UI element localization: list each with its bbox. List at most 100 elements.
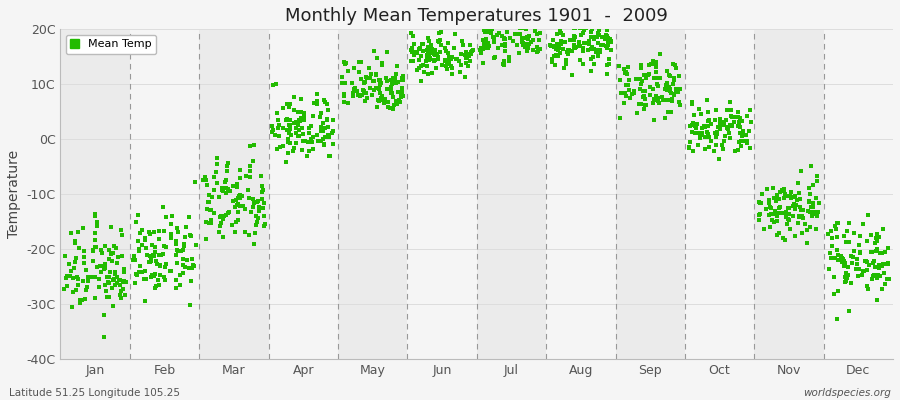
Point bbox=[491, 30, 506, 36]
Point bbox=[648, 92, 662, 99]
Point bbox=[420, 51, 435, 58]
Point bbox=[287, 120, 302, 126]
Point bbox=[68, 287, 83, 293]
Point bbox=[649, 97, 663, 104]
Title: Monthly Mean Temperatures 1901  -  2009: Monthly Mean Temperatures 1901 - 2009 bbox=[285, 7, 668, 25]
Point bbox=[734, 143, 748, 150]
Point bbox=[442, 54, 456, 60]
Point bbox=[839, 238, 853, 245]
Point bbox=[867, 272, 881, 278]
Point bbox=[233, 166, 248, 173]
Point bbox=[545, 56, 560, 62]
Point bbox=[463, 53, 477, 59]
Point bbox=[767, 195, 781, 201]
Point bbox=[366, 87, 381, 94]
Point bbox=[236, 203, 250, 209]
Point bbox=[641, 72, 655, 79]
Point bbox=[362, 64, 376, 71]
Point bbox=[337, 59, 351, 66]
Point bbox=[269, 81, 284, 88]
Point bbox=[838, 278, 852, 285]
Point bbox=[630, 110, 644, 116]
Point bbox=[583, 34, 598, 40]
Point bbox=[717, 132, 732, 139]
Point bbox=[685, 122, 699, 129]
Point bbox=[802, 224, 816, 230]
Point bbox=[481, 27, 495, 33]
Point bbox=[637, 93, 652, 100]
Point bbox=[422, 55, 436, 61]
Point bbox=[778, 237, 793, 243]
Point bbox=[65, 304, 79, 310]
Point bbox=[691, 106, 706, 112]
Point bbox=[634, 62, 648, 68]
Point bbox=[667, 76, 681, 83]
Point bbox=[649, 58, 663, 65]
Point bbox=[669, 86, 683, 92]
Point bbox=[498, 41, 512, 47]
Point bbox=[717, 122, 732, 128]
Point bbox=[254, 173, 268, 180]
Point bbox=[204, 207, 219, 213]
Point bbox=[454, 51, 469, 58]
Point bbox=[135, 269, 149, 275]
Point bbox=[243, 163, 257, 169]
Point bbox=[707, 117, 722, 123]
Point bbox=[310, 100, 325, 107]
Point bbox=[321, 124, 336, 130]
Point bbox=[561, 46, 575, 53]
Point bbox=[230, 184, 244, 190]
Point bbox=[860, 238, 874, 244]
Point bbox=[500, 28, 514, 35]
Point bbox=[839, 277, 853, 284]
Point bbox=[872, 233, 886, 240]
Point bbox=[614, 90, 628, 96]
Point bbox=[424, 50, 438, 56]
Point bbox=[383, 77, 398, 84]
Point bbox=[213, 223, 228, 229]
Point bbox=[497, 35, 511, 41]
Y-axis label: Temperature: Temperature bbox=[7, 150, 21, 238]
Point bbox=[212, 194, 226, 200]
Point bbox=[743, 119, 758, 125]
Point bbox=[145, 242, 159, 248]
Point bbox=[243, 143, 257, 149]
Point bbox=[126, 257, 140, 264]
Point bbox=[475, 60, 490, 66]
Point bbox=[186, 262, 201, 268]
Point bbox=[60, 273, 75, 279]
Point bbox=[316, 120, 330, 126]
Point bbox=[232, 203, 247, 209]
Point bbox=[573, 32, 588, 39]
Point bbox=[176, 243, 191, 250]
Point bbox=[732, 147, 746, 153]
Point bbox=[714, 116, 728, 122]
Point bbox=[187, 263, 202, 269]
Point bbox=[496, 0, 510, 4]
Point bbox=[854, 272, 868, 279]
Point bbox=[148, 258, 163, 264]
Point bbox=[864, 232, 878, 238]
Point bbox=[73, 300, 87, 306]
Point bbox=[752, 217, 766, 224]
Point bbox=[326, 116, 340, 123]
Point bbox=[587, 46, 601, 52]
Bar bbox=[685, 29, 754, 359]
Point bbox=[318, 142, 332, 148]
Point bbox=[742, 145, 757, 152]
Point bbox=[599, 33, 614, 40]
Point bbox=[168, 238, 183, 244]
Point bbox=[773, 203, 788, 210]
Point bbox=[876, 261, 890, 267]
Point bbox=[792, 214, 806, 220]
Point bbox=[598, 32, 613, 38]
Point bbox=[530, 31, 544, 38]
Point bbox=[644, 60, 658, 67]
Point bbox=[338, 61, 353, 68]
Point bbox=[643, 92, 657, 98]
Point bbox=[518, 44, 532, 50]
Point bbox=[715, 142, 729, 148]
Point bbox=[698, 124, 712, 130]
Point bbox=[601, 40, 616, 46]
Point bbox=[754, 200, 769, 207]
